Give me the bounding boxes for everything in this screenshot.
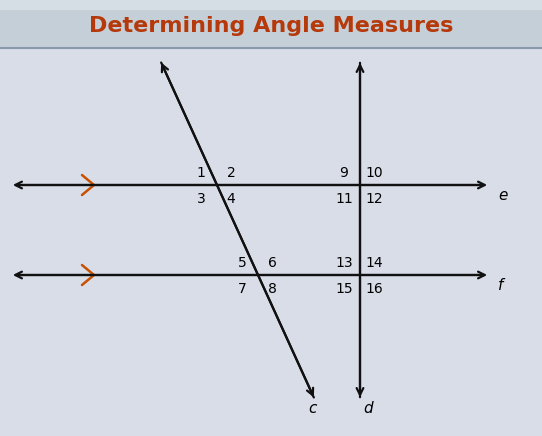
Text: 15: 15 [335,282,353,296]
Text: e: e [498,187,507,202]
Text: 14: 14 [365,256,383,270]
Text: 6: 6 [268,256,276,270]
FancyBboxPatch shape [0,0,542,48]
FancyBboxPatch shape [0,0,542,10]
Text: 4: 4 [227,192,235,206]
Text: d: d [363,401,373,416]
Text: 5: 5 [237,256,247,270]
Text: 3: 3 [197,192,205,206]
Text: f: f [498,277,504,293]
Text: 2: 2 [227,166,235,180]
Text: 7: 7 [237,282,247,296]
Text: 8: 8 [268,282,276,296]
Text: 16: 16 [365,282,383,296]
Text: 10: 10 [365,166,383,180]
Text: Determining Angle Measures: Determining Angle Measures [89,16,453,36]
Text: 1: 1 [197,166,205,180]
Text: 9: 9 [339,166,349,180]
Text: c: c [308,401,316,416]
Text: 13: 13 [335,256,353,270]
Text: 11: 11 [335,192,353,206]
Text: 12: 12 [365,192,383,206]
